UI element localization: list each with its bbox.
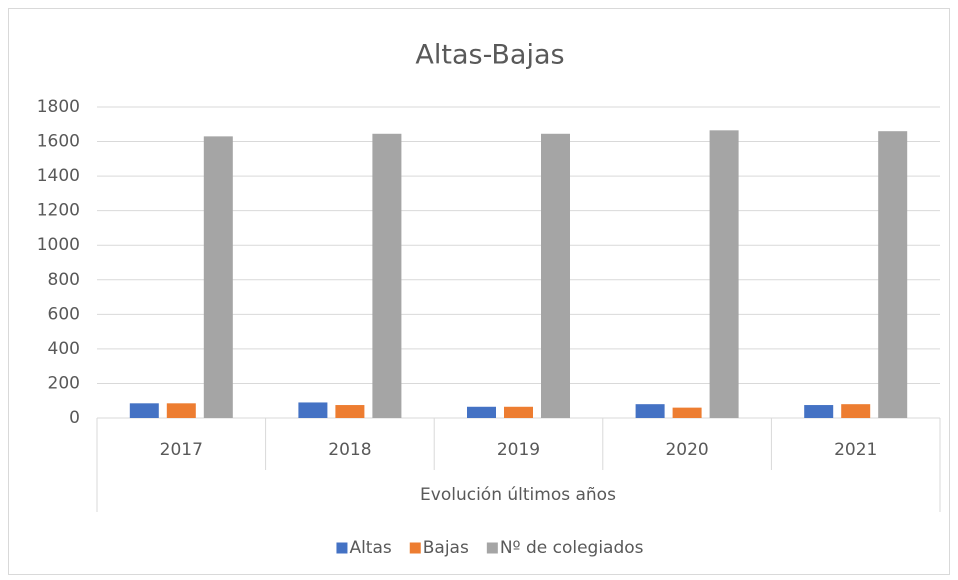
- y-tick-label: 1400: [37, 166, 80, 186]
- legend-label: Nº de colegiados: [500, 538, 644, 558]
- bar: [841, 404, 871, 418]
- bar: [635, 404, 665, 418]
- legend-swatch: [409, 542, 421, 554]
- y-tick-label: 400: [48, 339, 80, 359]
- bar: [709, 130, 739, 418]
- bar: [203, 136, 233, 418]
- legend-swatch: [486, 542, 498, 554]
- y-tick-label: 1600: [37, 132, 80, 152]
- x-tick-label: 2019: [497, 440, 540, 460]
- legend-label: Bajas: [423, 538, 469, 558]
- legend-item: Altas: [336, 538, 392, 558]
- chart-title: Altas-Bajas: [415, 40, 564, 71]
- bar: [298, 402, 328, 418]
- bar: [467, 406, 496, 418]
- legend-item: Bajas: [409, 538, 469, 558]
- x-axis-label: Evolución últimos años: [420, 485, 616, 505]
- bar: [541, 133, 570, 418]
- x-tick-label: 2020: [665, 440, 708, 460]
- bar: [166, 403, 196, 418]
- y-tick-label: 1800: [37, 97, 80, 117]
- x-tick-label: 2021: [834, 440, 877, 460]
- x-tick-label: 2018: [328, 440, 371, 460]
- bar: [804, 405, 834, 418]
- y-tick-label: 0: [69, 408, 80, 428]
- legend-swatch: [336, 542, 348, 554]
- bar: [504, 406, 533, 418]
- bar: [672, 407, 702, 418]
- x-tick-label: 2017: [160, 440, 203, 460]
- bar: [878, 131, 908, 418]
- legend-label: Altas: [349, 538, 391, 558]
- bar: [372, 133, 402, 418]
- bar: [335, 405, 365, 418]
- y-tick-label: 200: [48, 373, 80, 393]
- y-tick-label: 1000: [37, 235, 80, 255]
- y-tick-label: 600: [48, 304, 80, 324]
- y-tick-label: 800: [48, 270, 80, 290]
- y-tick-label: 1200: [37, 201, 80, 221]
- chart-border: [8, 8, 950, 575]
- bar: [129, 403, 159, 418]
- legend-item: Nº de colegiados: [486, 538, 644, 558]
